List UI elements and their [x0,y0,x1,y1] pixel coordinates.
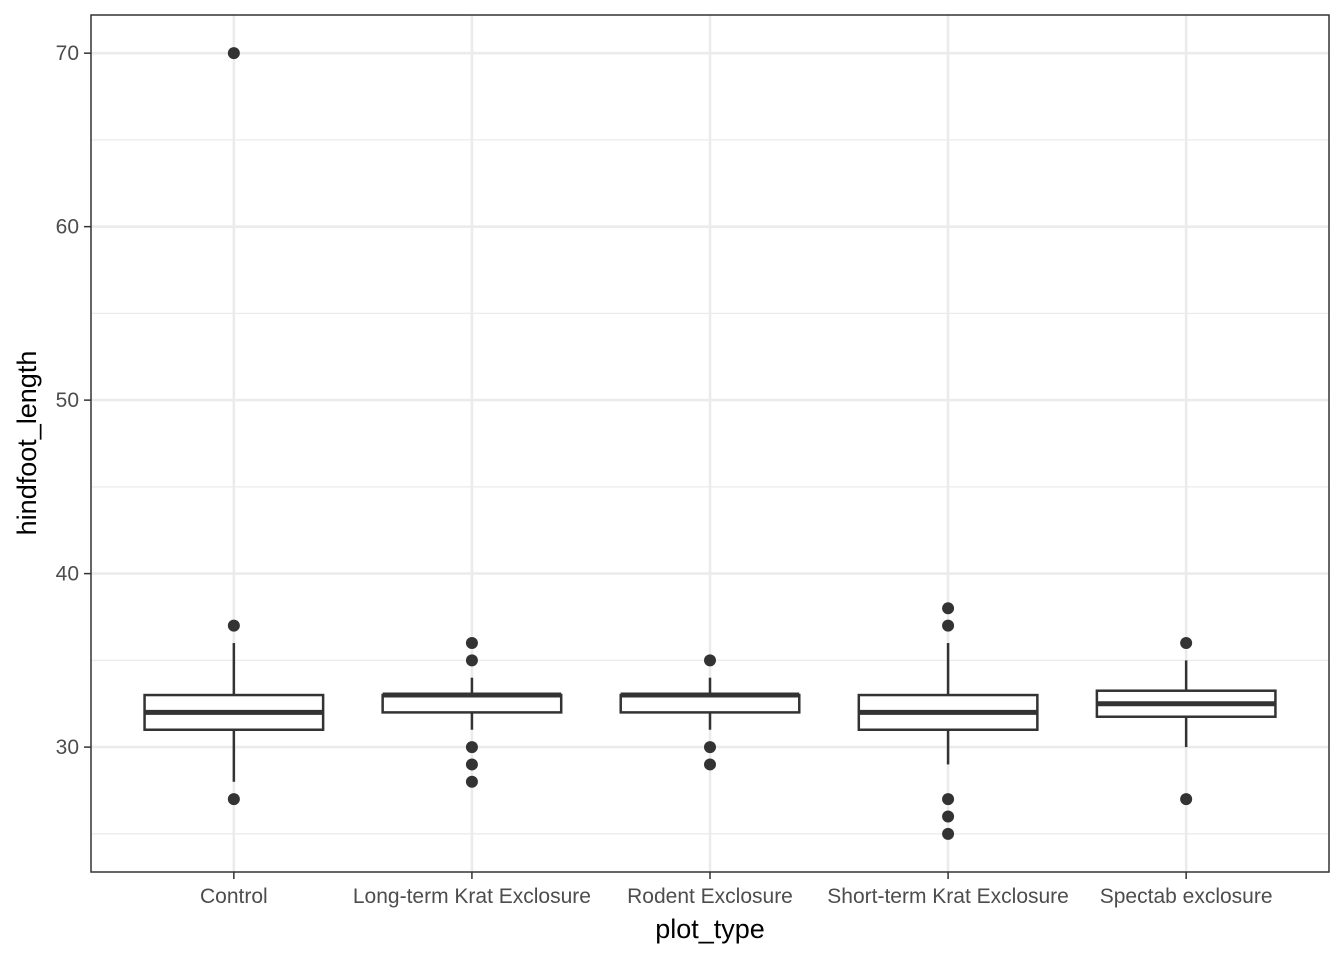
outlier-point [227,619,240,632]
box-5 [1095,637,1277,806]
y-tick-label: 60 [56,216,79,239]
x-tick-label: Spectab exclosure [1100,885,1273,908]
box-1 [143,47,325,806]
outlier-point [942,602,955,615]
box-4 [857,602,1039,840]
box-iqr [381,693,563,714]
boxes [143,47,1277,840]
outlier-point [465,758,478,771]
x-tick-label: Control [200,885,268,908]
outlier-point [704,741,716,754]
x-tick-label: Long-term Krat Exclosure [353,885,591,908]
outlier-point [1180,793,1193,806]
outlier-point [942,793,955,806]
outlier-point [465,637,478,650]
y-tick-label: 40 [56,563,79,586]
y-axis-title: hindfoot_length [12,351,42,536]
y-tick-label: 50 [56,389,79,412]
outlier-point [227,793,240,806]
outlier-point [704,758,716,771]
box-3 [619,654,801,771]
outlier-point [942,619,955,632]
axes: 30 40 50 60 70 Control Long-term Krat Exclosur… [56,42,1273,908]
outlier-point [465,654,478,667]
x-tick-label: Rodent Exclosure [627,885,793,908]
outlier-point [1180,637,1193,650]
x-axis-title: plot_type [655,914,765,944]
outlier-point [704,654,716,667]
x-tick-label: Short-term Krat Exclosure [827,885,1069,908]
outlier-point [227,47,240,60]
y-tick-label: 70 [56,42,79,65]
outlier-point [465,775,478,788]
box-iqr [619,693,801,714]
outlier-point [942,827,955,840]
outlier-point [465,741,478,754]
y-tick-label: 30 [56,736,79,759]
box-2 [381,637,563,788]
outlier-point [942,810,955,823]
